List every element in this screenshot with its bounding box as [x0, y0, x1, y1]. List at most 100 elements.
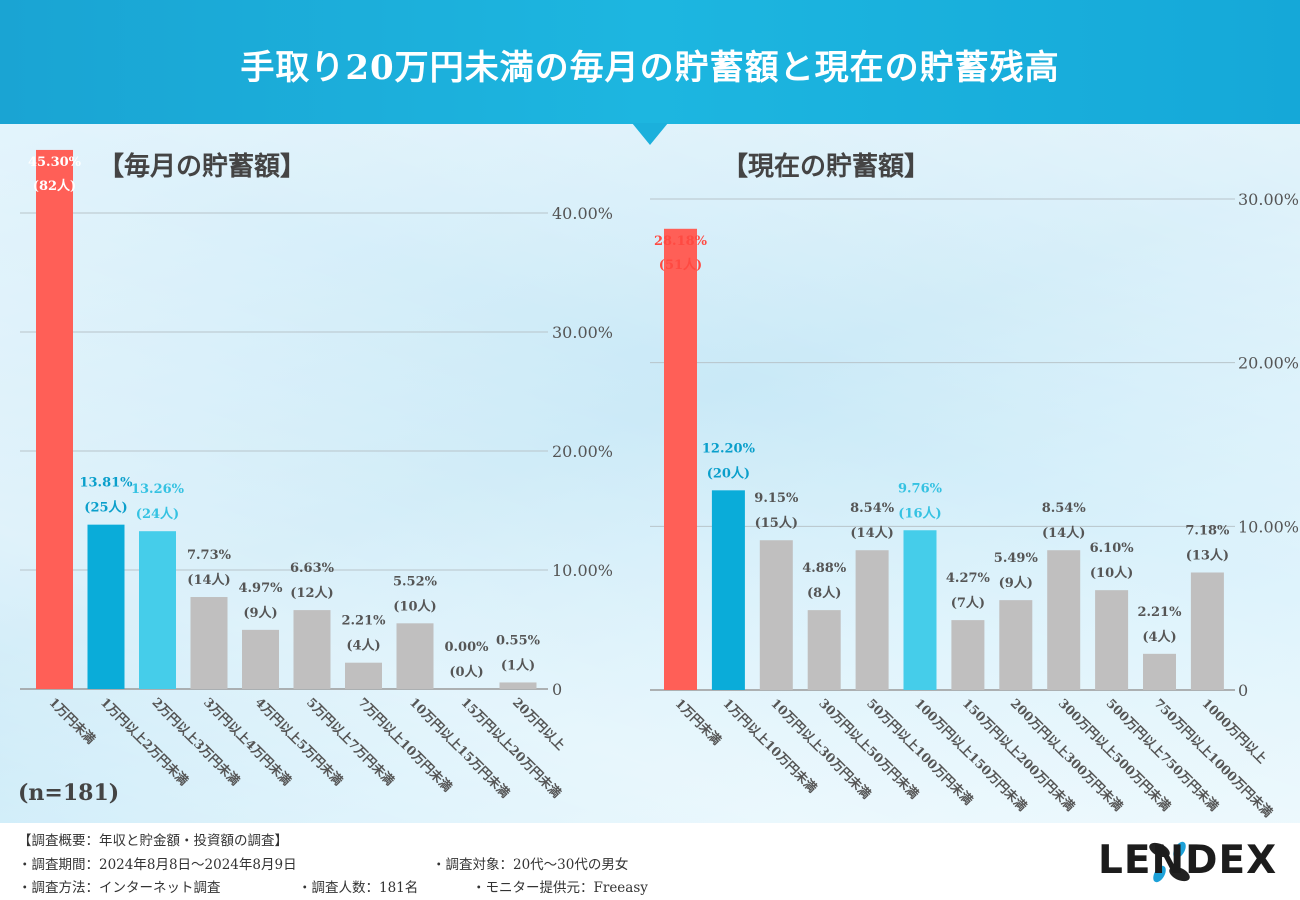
bar-value-label: 6.10% — [1090, 541, 1135, 556]
x-category-label: 1万円未満 — [672, 696, 724, 748]
bar — [87, 524, 125, 689]
bar-count-label: (9人) — [999, 575, 1033, 591]
y-tick-label: 20.00% — [552, 442, 613, 461]
chart-panel — [0, 124, 1300, 823]
y-tick-label: 0 — [1238, 681, 1248, 700]
bar-count-label: (51人) — [659, 257, 702, 273]
bar — [759, 540, 793, 690]
bar-value-label: 0.55% — [496, 633, 541, 648]
bar-value-label: 13.81% — [79, 476, 133, 491]
bar-count-label: (14人) — [1042, 525, 1085, 541]
survey-provider: ・モニター提供元：Freeasy — [472, 880, 648, 896]
bar-count-label: (20人) — [707, 465, 750, 481]
y-tick-label: 0 — [552, 680, 562, 699]
bar — [855, 550, 889, 690]
monthly-savings-chart: 【毎月の貯蓄額】 0 10.00% 20.00% 30.00% 40.00% 45.30% (… — [20, 149, 613, 801]
bar-value-label: 9.76% — [898, 481, 943, 496]
bar-value-label: 9.15% — [754, 491, 799, 506]
y-tick-label: 40.00% — [552, 204, 613, 223]
x-category-label: 5万円以上7万円未満 — [304, 695, 398, 789]
bar-value-label: 4.88% — [802, 561, 847, 576]
bar — [664, 228, 697, 690]
bar-count-label: (8人) — [807, 585, 841, 601]
bar — [1047, 550, 1081, 690]
bar-value-label: 7.73% — [187, 548, 232, 563]
bar-count-label: (1人) — [501, 657, 535, 673]
bar — [999, 600, 1033, 690]
y-tick-label: 10.00% — [1238, 517, 1299, 536]
bar — [903, 530, 937, 690]
x-category-label: 7万円以上10万円未満 — [355, 695, 455, 795]
page-title: 手取り20万円未満の毎月の貯蓄額と現在の貯蓄残高 — [240, 48, 1060, 88]
bar — [36, 149, 73, 689]
bar — [951, 620, 985, 690]
bar-value-label: 12.20% — [702, 441, 756, 456]
y-tick-label: 20.00% — [1238, 354, 1299, 373]
bar — [711, 490, 745, 690]
bar-value-label: 6.63% — [290, 561, 335, 576]
bar-count-label: (12人) — [290, 585, 333, 601]
bar-value-label: 28.18% — [654, 234, 708, 249]
bar-value-label: 5.49% — [994, 551, 1039, 566]
x-category-label: 10万円以上15万円未満 — [407, 695, 513, 801]
bar — [396, 623, 434, 689]
bar-value-label: 8.54% — [850, 501, 895, 516]
bar-count-label: (25人) — [84, 500, 127, 516]
y-tick-label: 30.00% — [1238, 190, 1299, 209]
survey-target: ・調査対象：20代〜30代の男女 — [432, 857, 629, 873]
bar-count-label: (14人) — [850, 525, 893, 541]
bar-value-label: 0.00% — [444, 640, 489, 655]
bar-value-label: 2.21% — [1137, 605, 1182, 620]
survey-period: ・調査期間：2024年8月8日〜2024年8月9日 — [18, 857, 297, 873]
lendex-petal-icon — [1149, 841, 1190, 883]
y-tick-label: 30.00% — [552, 323, 613, 342]
bar — [190, 597, 228, 689]
survey-footer: 【調査概要：年収と貯金額・投資額の調査】 ・調査期間：2024年8月8日〜202… — [0, 823, 1300, 900]
bar — [242, 629, 279, 689]
current-savings-chart: 【現在の貯蓄額】 0 10.00% 20.00% 30.00% 28.18% (51人) 1万… — [650, 151, 1299, 820]
bar — [345, 662, 382, 689]
header-notch — [632, 123, 668, 145]
bar — [139, 531, 176, 689]
bar — [807, 610, 841, 690]
bar-count-label: (15人) — [755, 515, 798, 531]
survey-method: ・調査方法：インターネット調査 — [18, 880, 221, 896]
bar-count-label: (0人) — [449, 664, 483, 680]
sample-size-label: (n=181) — [18, 780, 120, 806]
chart-title: 【現在の貯蓄額】 — [722, 151, 930, 182]
x-category-label: 3万円以上4万円未満 — [201, 695, 295, 789]
survey-summary-heading: 【調査概要：年収と貯金額・投資額の調査】 — [18, 833, 288, 849]
lendex-logo-text: LENDEX — [1098, 838, 1278, 883]
bar-count-label: (14人) — [187, 572, 230, 588]
chart-title: 【毎月の貯蓄額】 — [98, 151, 306, 182]
bar-value-label: 45.30% — [28, 155, 82, 170]
bar-value-label: 7.18% — [1185, 523, 1230, 538]
bar-value-label: 5.52% — [393, 574, 438, 589]
bar-value-label: 13.26% — [131, 482, 185, 497]
bar-count-label: (10人) — [1090, 565, 1133, 581]
bar — [1095, 590, 1129, 690]
bar-count-label: (13人) — [1186, 547, 1229, 563]
x-category-label: 2万円以上3万円未満 — [149, 695, 243, 789]
header-banner: 手取り20万円未満の毎月の貯蓄額と現在の貯蓄残高 — [0, 0, 1300, 124]
bar-value-label: 2.21% — [341, 614, 386, 629]
bar-value-label: 4.27% — [946, 571, 991, 586]
bar — [1190, 572, 1224, 690]
bar-count-label: (4人) — [346, 638, 380, 654]
bar-count-label: (4人) — [1142, 629, 1176, 645]
bar-value-label: 4.97% — [238, 581, 283, 596]
bar-count-label: (9人) — [243, 605, 277, 621]
bar-value-label: 8.54% — [1042, 501, 1087, 516]
x-category-label: 1万円未満 — [46, 695, 98, 747]
bar-count-label: (24人) — [136, 506, 179, 522]
bar-count-label: (10人) — [393, 598, 436, 614]
x-category-label: 15万円以上20万円未満 — [458, 695, 564, 801]
bar — [499, 682, 537, 689]
y-tick-label: 10.00% — [552, 561, 613, 580]
x-category-label: 1万円以上2万円未満 — [98, 695, 192, 789]
x-category-label: 1万円以上10万円未満 — [720, 696, 820, 796]
survey-count: ・調査人数：181名 — [298, 880, 419, 896]
bar-count-label: (7人) — [951, 595, 985, 611]
bar-count-label: (16人) — [898, 505, 941, 521]
x-category-label: 4万円以上5万円未満 — [252, 695, 346, 789]
